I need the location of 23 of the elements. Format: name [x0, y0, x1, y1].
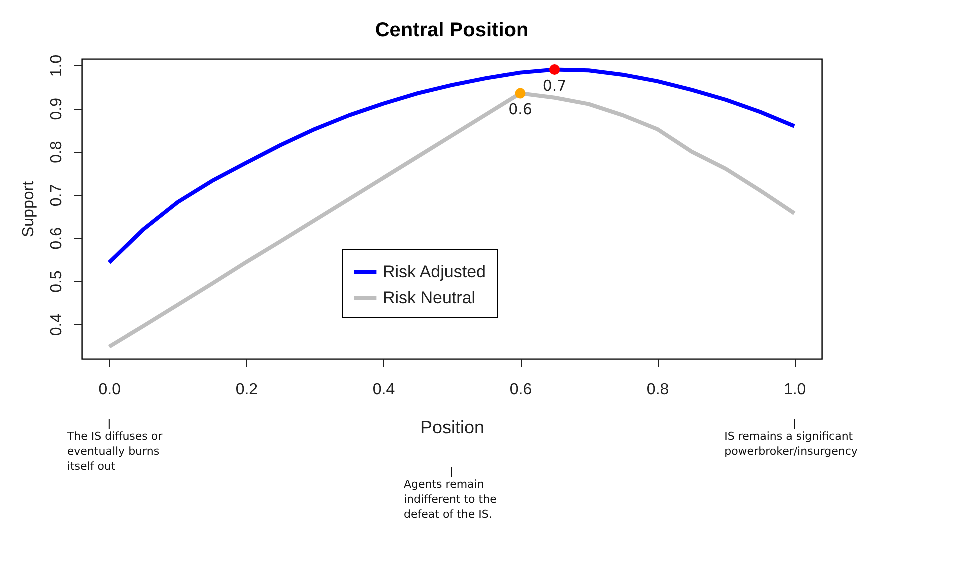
x-axis-title: Position: [420, 418, 485, 438]
legend-label: Risk Adjusted: [383, 262, 486, 282]
x-tick-label: 0.8: [646, 382, 670, 398]
annotation: 0.7: [542, 76, 567, 95]
legend-label: Risk Neutral: [383, 288, 476, 308]
y-tick-label: 0.8: [48, 141, 66, 164]
y-tick-label: 0.5: [48, 270, 66, 293]
y-tick-label: 0.7: [48, 184, 66, 207]
annotation: Agents remain indifferent to the defeat of the IS.: [404, 478, 498, 521]
annotation: 0.6: [508, 100, 532, 119]
y-tick-label: 1.0: [48, 54, 66, 78]
y-tick-label: 0.6: [48, 227, 66, 250]
annotation: IS remains a significant powerbroker/insurgency: [724, 430, 858, 458]
x-tick-label: 0.0: [98, 382, 122, 398]
annotation: The IS diffuses or eventually burns itself out: [66, 430, 164, 473]
y-tick-label: 0.4: [48, 314, 66, 336]
y-tick-label: 0.9: [48, 98, 66, 120]
x-tick-label: 0.4: [372, 382, 396, 398]
x-tick-label: 1.0: [784, 382, 806, 398]
y-axis-title: Support: [20, 180, 38, 238]
chart-title: Central Position: [375, 19, 529, 42]
x-tick-label: 0.2: [236, 382, 258, 398]
x-tick-label: 0.6: [510, 382, 532, 398]
